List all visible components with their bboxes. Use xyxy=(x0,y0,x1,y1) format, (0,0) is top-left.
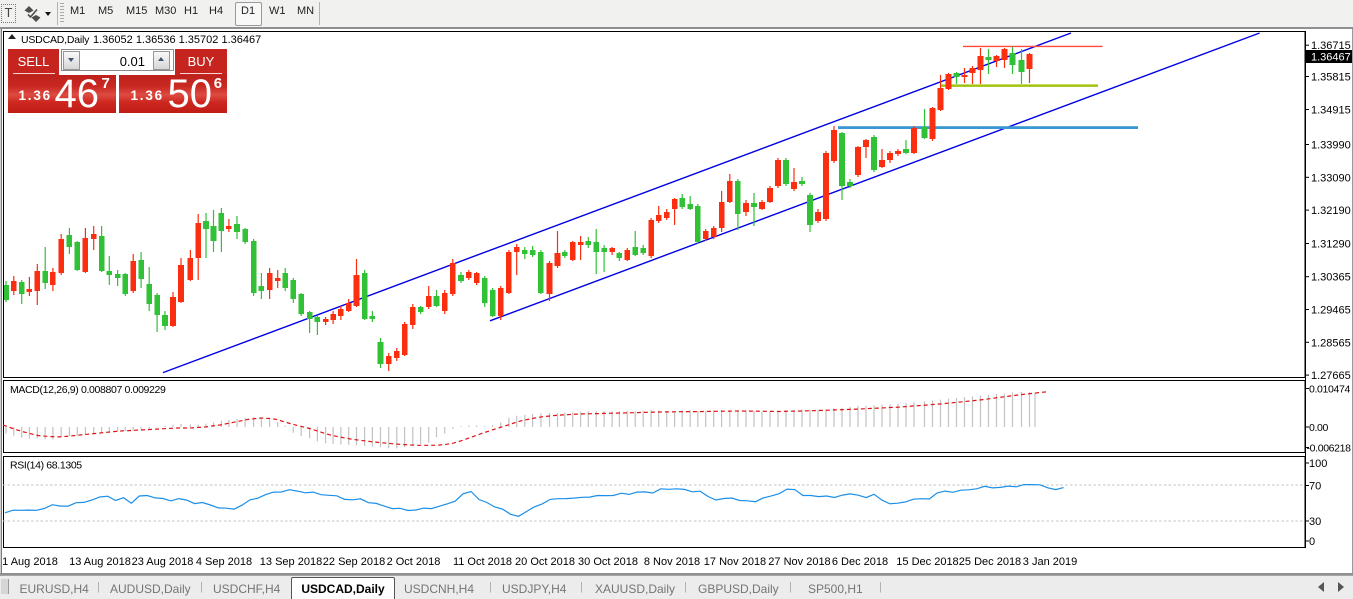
svg-text:13 Sep 2018: 13 Sep 2018 xyxy=(260,556,322,568)
svg-text:1.32190: 1.32190 xyxy=(1311,205,1351,217)
svg-text:-0.006218: -0.006218 xyxy=(1307,443,1352,455)
svg-text:100: 100 xyxy=(1309,458,1327,470)
svg-text:3 Jan 2019: 3 Jan 2019 xyxy=(1023,556,1077,568)
svg-text:1.30365: 1.30365 xyxy=(1311,272,1351,284)
svg-text:1.29465: 1.29465 xyxy=(1311,305,1351,317)
svg-text:MACD(12,26,9) 0.008807 0.00922: MACD(12,26,9) 0.008807 0.009229 xyxy=(10,384,166,396)
svg-text:RSI(14) 68.1305: RSI(14) 68.1305 xyxy=(10,460,82,472)
svg-text:1.34915: 1.34915 xyxy=(1311,105,1351,117)
svg-text:8 Nov 2018: 8 Nov 2018 xyxy=(644,556,700,568)
svg-text:1.36715: 1.36715 xyxy=(1311,40,1351,52)
svg-text:2 Oct 2018: 2 Oct 2018 xyxy=(387,556,441,568)
svg-text:23 Aug 2018: 23 Aug 2018 xyxy=(132,556,194,568)
svg-text:17 Nov 2018: 17 Nov 2018 xyxy=(704,556,766,568)
svg-text:1.31290: 1.31290 xyxy=(1311,239,1351,251)
svg-text:22 Sep 2018: 22 Sep 2018 xyxy=(323,556,385,568)
svg-text:1.28565: 1.28565 xyxy=(1311,337,1351,349)
svg-text:1.36467: 1.36467 xyxy=(1311,52,1351,64)
svg-text:6 Dec 2018: 6 Dec 2018 xyxy=(832,556,888,568)
svg-text:30 Oct 2018: 30 Oct 2018 xyxy=(578,556,638,568)
svg-text:27 Nov 2018: 27 Nov 2018 xyxy=(768,556,830,568)
svg-text:15 Dec 2018: 15 Dec 2018 xyxy=(896,556,958,568)
svg-text:4 Sep 2018: 4 Sep 2018 xyxy=(196,556,252,568)
svg-text:1.35815: 1.35815 xyxy=(1311,72,1351,84)
svg-text:0: 0 xyxy=(1309,536,1315,548)
svg-text:70: 70 xyxy=(1309,481,1321,493)
svg-text:20 Oct 2018: 20 Oct 2018 xyxy=(515,556,575,568)
svg-text:1.33990: 1.33990 xyxy=(1311,140,1351,152)
svg-text:0.00: 0.00 xyxy=(1309,422,1329,434)
svg-text:1.27665: 1.27665 xyxy=(1311,370,1351,382)
svg-text:11 Oct 2018: 11 Oct 2018 xyxy=(453,556,512,568)
svg-text:0.010474: 0.010474 xyxy=(1309,384,1351,396)
svg-text:30: 30 xyxy=(1309,516,1321,528)
svg-text:1 Aug 2018: 1 Aug 2018 xyxy=(2,556,58,568)
svg-text:25 Dec 2018: 25 Dec 2018 xyxy=(959,556,1021,568)
svg-text:1.33090: 1.33090 xyxy=(1311,172,1351,184)
svg-text:13 Aug 2018: 13 Aug 2018 xyxy=(69,556,131,568)
